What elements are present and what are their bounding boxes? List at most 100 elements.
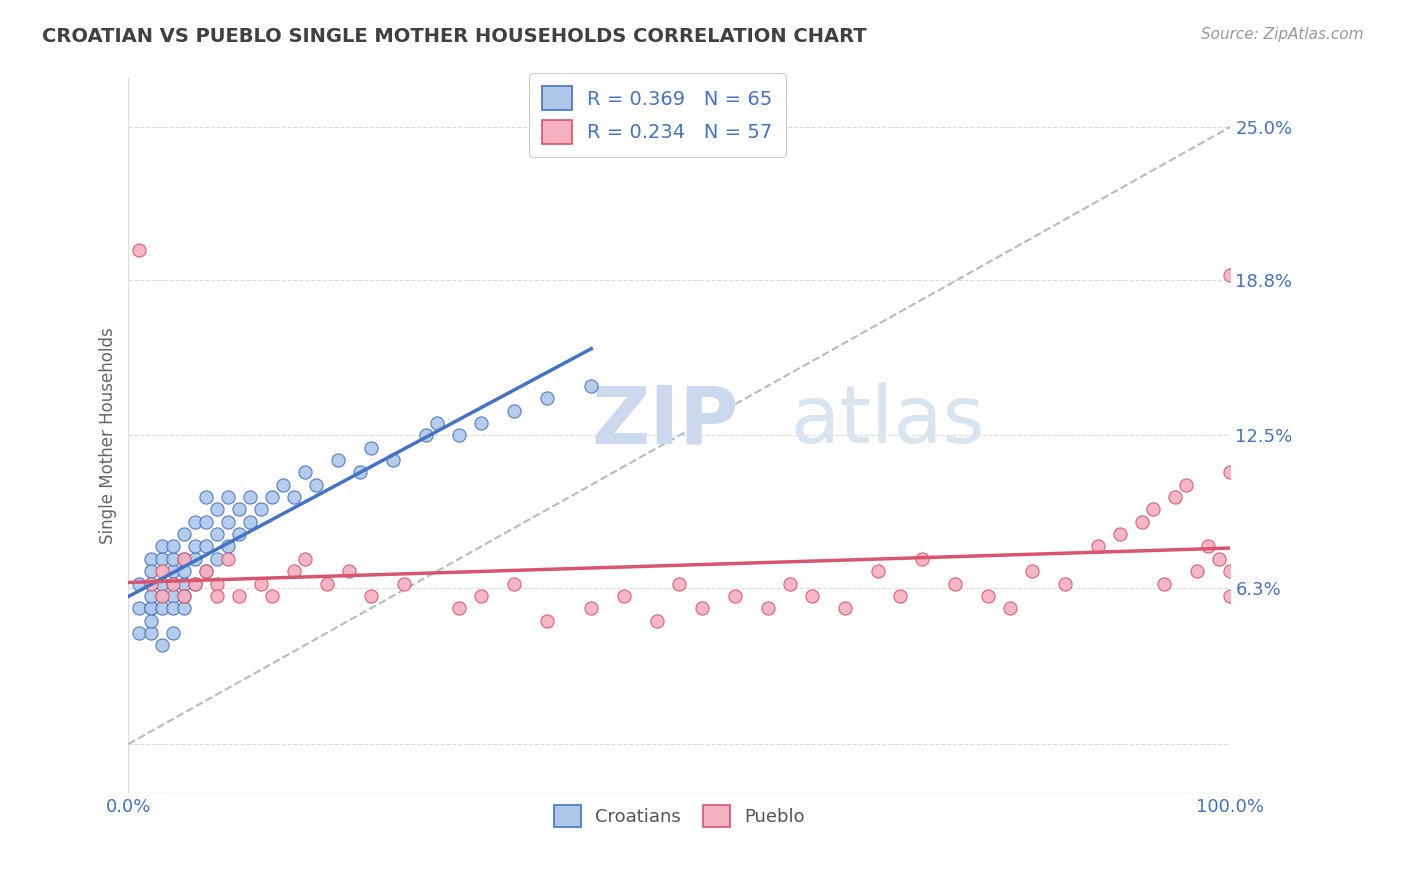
Point	[536, 392, 558, 406]
Point	[150, 601, 173, 615]
Point	[139, 601, 162, 615]
Point	[183, 576, 205, 591]
Point	[183, 540, 205, 554]
Point	[1197, 540, 1219, 554]
Text: CROATIAN VS PUEBLO SINGLE MOTHER HOUSEHOLDS CORRELATION CHART: CROATIAN VS PUEBLO SINGLE MOTHER HOUSEHO…	[42, 27, 868, 45]
Point	[228, 502, 250, 516]
Point	[779, 576, 801, 591]
Point	[392, 576, 415, 591]
Point	[349, 466, 371, 480]
Point	[1054, 576, 1077, 591]
Point	[217, 540, 239, 554]
Point	[194, 564, 217, 578]
Point	[139, 551, 162, 566]
Point	[381, 453, 404, 467]
Point	[205, 502, 228, 516]
Point	[1219, 268, 1241, 282]
Point	[139, 564, 162, 578]
Point	[1219, 466, 1241, 480]
Point	[1219, 589, 1241, 603]
Point	[194, 490, 217, 504]
Point	[128, 626, 150, 640]
Point	[911, 551, 934, 566]
Point	[173, 551, 195, 566]
Point	[183, 551, 205, 566]
Point	[943, 576, 966, 591]
Legend: Croatians, Pueblo: Croatians, Pueblo	[547, 798, 813, 834]
Point	[128, 244, 150, 258]
Point	[337, 564, 360, 578]
Text: atlas: atlas	[790, 382, 984, 460]
Point	[139, 601, 162, 615]
Point	[581, 379, 603, 393]
Point	[139, 576, 162, 591]
Point	[205, 589, 228, 603]
Point	[581, 601, 603, 615]
Point	[173, 527, 195, 541]
Point	[283, 490, 305, 504]
Point	[470, 416, 492, 430]
Point	[305, 477, 328, 491]
Point	[173, 589, 195, 603]
Point	[128, 576, 150, 591]
Point	[360, 589, 382, 603]
Point	[205, 576, 228, 591]
Point	[271, 477, 294, 491]
Point	[536, 614, 558, 628]
Point	[613, 589, 636, 603]
Point	[294, 466, 316, 480]
Point	[173, 576, 195, 591]
Point	[239, 515, 262, 529]
Point	[150, 589, 173, 603]
Point	[260, 589, 283, 603]
Point	[162, 540, 184, 554]
Point	[249, 502, 271, 516]
Point	[139, 576, 162, 591]
Point	[800, 589, 823, 603]
Point	[228, 589, 250, 603]
Point	[162, 601, 184, 615]
Point	[1130, 515, 1153, 529]
Point	[162, 551, 184, 566]
Y-axis label: Single Mother Households: Single Mother Households	[100, 327, 117, 544]
Point	[470, 589, 492, 603]
Point	[294, 551, 316, 566]
Point	[150, 589, 173, 603]
Point	[162, 564, 184, 578]
Point	[183, 576, 205, 591]
Point	[1021, 564, 1043, 578]
Point	[162, 576, 184, 591]
Point	[194, 515, 217, 529]
Point	[150, 564, 173, 578]
Point	[239, 490, 262, 504]
Point	[415, 428, 437, 442]
Point	[426, 416, 449, 430]
Point	[360, 441, 382, 455]
Point	[162, 576, 184, 591]
Point	[150, 540, 173, 554]
Point	[228, 527, 250, 541]
Point	[1142, 502, 1164, 516]
Point	[173, 564, 195, 578]
Point	[1219, 564, 1241, 578]
Point	[183, 515, 205, 529]
Point	[690, 601, 713, 615]
Point	[1109, 527, 1132, 541]
Point	[173, 589, 195, 603]
Point	[205, 551, 228, 566]
Point	[173, 551, 195, 566]
Point	[449, 428, 471, 442]
Point	[1087, 540, 1109, 554]
Point	[217, 515, 239, 529]
Point	[889, 589, 911, 603]
Point	[150, 551, 173, 566]
Point	[128, 601, 150, 615]
Point	[1164, 490, 1187, 504]
Point	[217, 490, 239, 504]
Point	[283, 564, 305, 578]
Point	[1208, 551, 1230, 566]
Point	[326, 453, 349, 467]
Point	[723, 589, 745, 603]
Point	[139, 614, 162, 628]
Point	[449, 601, 471, 615]
